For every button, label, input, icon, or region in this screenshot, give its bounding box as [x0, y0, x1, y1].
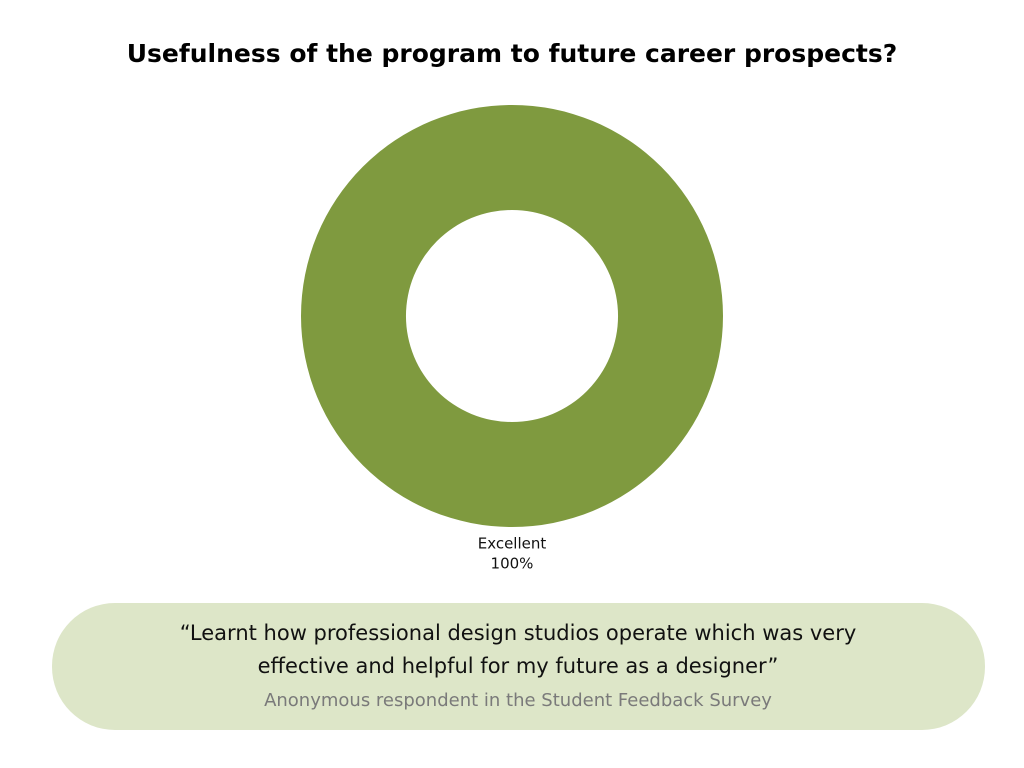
slice-value-label: 100% [491, 555, 534, 573]
quote-box [52, 603, 985, 730]
quote-line: effective and helpful for my future as a… [258, 654, 779, 678]
quote-line: “Learnt how professional design studios … [180, 621, 857, 645]
slice-label: Excellent [478, 535, 547, 553]
chart-title: Usefulness of the program to future care… [127, 39, 898, 68]
donut-slice [301, 105, 723, 527]
quote-attribution: Anonymous respondent in the Student Feed… [264, 690, 772, 711]
donut-chart: Excellent 100% [301, 105, 723, 573]
